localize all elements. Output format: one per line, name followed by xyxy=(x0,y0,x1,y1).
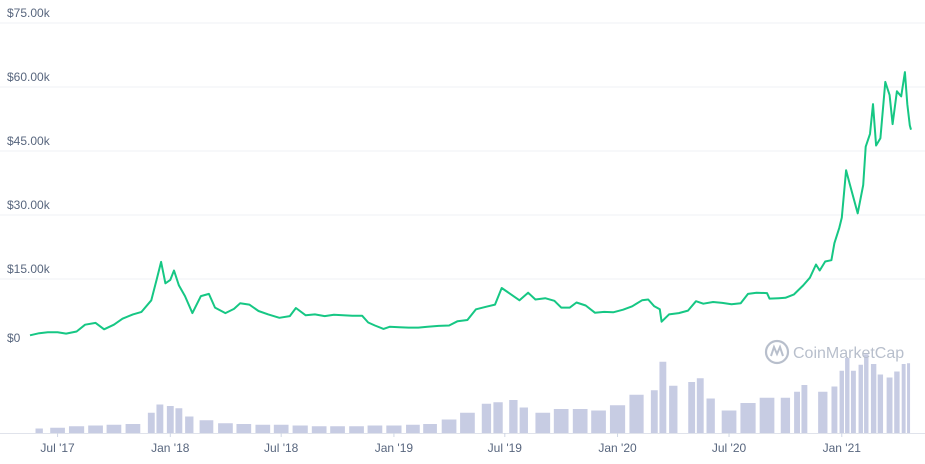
coinmarketcap-logo-icon xyxy=(764,339,790,365)
y-tick-label: $75.00k xyxy=(7,6,51,20)
volume-bar xyxy=(156,404,164,433)
x-tick-label: Jul '20 xyxy=(712,441,747,455)
volume-bar xyxy=(759,397,775,433)
volume-bar xyxy=(535,412,551,433)
volume-bar xyxy=(175,408,183,433)
volume-bar xyxy=(125,424,141,433)
watermark: CoinMarketCap xyxy=(764,339,904,365)
x-tick-label: Jul '19 xyxy=(488,441,523,455)
volume-bar xyxy=(88,425,103,433)
x-tick-label: Jan '19 xyxy=(375,441,414,455)
volume-bar xyxy=(886,377,893,433)
volume-bar xyxy=(441,419,457,433)
volume-bar xyxy=(255,424,271,433)
volume-bar xyxy=(870,364,877,433)
watermark-text: CoinMarketCap xyxy=(793,345,904,362)
x-tick-label: Jan '18 xyxy=(151,441,190,455)
volume-bar xyxy=(147,412,155,433)
y-tick-label: $60.00k xyxy=(7,70,51,84)
volume-bar xyxy=(311,426,327,433)
volume-bar xyxy=(509,400,518,433)
gridlines xyxy=(0,22,925,280)
volume-bar xyxy=(907,363,911,433)
volume-bar xyxy=(901,364,906,433)
volume-bar xyxy=(591,410,606,433)
volume-bar xyxy=(877,374,884,433)
price-line-group xyxy=(29,71,912,337)
volume-bar xyxy=(839,370,844,433)
volume-bar xyxy=(423,424,437,433)
volume-bar xyxy=(35,428,43,433)
volume-bar xyxy=(864,354,869,433)
volume-bar xyxy=(519,407,528,433)
volume-bar xyxy=(688,382,696,433)
volume-bar xyxy=(185,416,194,433)
volume-bar xyxy=(818,391,828,433)
volume-bar xyxy=(493,402,503,433)
y-tick-label: $0 xyxy=(7,331,21,345)
volume-bar xyxy=(794,391,800,433)
x-axis: Jul '17 Jan '18 Jul '18 Jan '19 Jul '19 Jan '… xyxy=(0,433,925,455)
y-tick-label: $45.00k xyxy=(7,134,51,148)
volume-bar xyxy=(199,420,214,433)
volume-bars xyxy=(35,354,911,433)
volume-bar xyxy=(572,409,588,433)
volume-bar xyxy=(553,409,569,433)
volume-bar xyxy=(386,425,402,433)
volume-bar xyxy=(481,403,492,433)
volume-bar xyxy=(740,403,756,433)
volume-bar xyxy=(218,423,233,433)
volume-bar xyxy=(669,385,678,433)
volume-bar xyxy=(609,405,626,433)
volume-bar xyxy=(50,427,65,433)
volume-bar xyxy=(706,398,715,433)
volume-bar xyxy=(406,424,420,433)
volume-bar xyxy=(236,424,252,433)
volume-bar xyxy=(330,426,345,433)
volume-bar xyxy=(460,412,475,433)
volume-bar xyxy=(696,378,704,433)
volume-bar xyxy=(349,426,364,433)
volume-bar xyxy=(894,371,900,433)
volume-bar xyxy=(659,361,667,433)
volume-bar xyxy=(629,394,644,433)
volume-bar xyxy=(845,358,850,433)
volume-bar xyxy=(650,390,658,433)
x-tick-label: Jul '18 xyxy=(264,441,299,455)
volume-bar xyxy=(292,425,308,433)
volume-bar xyxy=(106,424,122,433)
price-line xyxy=(29,71,912,337)
x-tick-label: Jan '20 xyxy=(598,441,637,455)
volume-bar xyxy=(166,406,174,433)
volume-bar xyxy=(858,364,863,433)
x-tick-label: Jul '17 xyxy=(40,441,75,455)
volume-bar xyxy=(831,386,838,433)
volume-bar xyxy=(68,426,85,433)
y-tick-label: $15.00k xyxy=(7,262,51,276)
y-axis: $0 $15.00k $30.00k $45.00k $60.00k $75.00k xyxy=(7,6,51,345)
coinmarketcap-logo-mark xyxy=(770,344,784,357)
volume-bar xyxy=(780,397,791,433)
x-tick-label: Jan '21 xyxy=(823,441,862,455)
volume-bar xyxy=(801,385,808,433)
volume-bar xyxy=(273,424,289,433)
volume-bar xyxy=(367,425,383,433)
volume-bar xyxy=(850,370,856,433)
y-tick-label: $30.00k xyxy=(7,198,51,212)
volume-bar xyxy=(721,410,737,433)
